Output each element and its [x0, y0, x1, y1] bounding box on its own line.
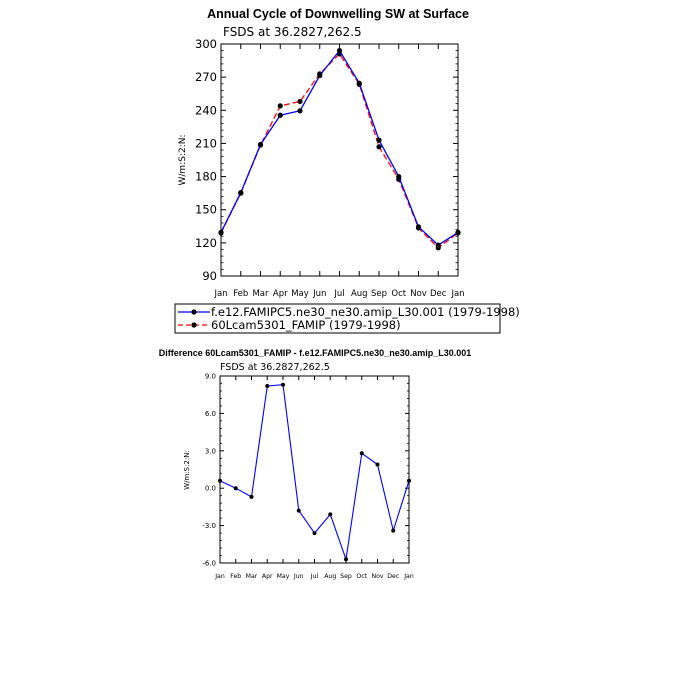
x-tick-label: Dec — [387, 573, 400, 580]
y-tick-label: -6.0 — [202, 559, 216, 567]
x-tick-label: Jan — [214, 573, 225, 580]
x-tick-label: Feb — [233, 289, 248, 299]
plot-marks — [218, 48, 461, 251]
series-1-point — [312, 531, 317, 536]
x-tick-label: Apr — [262, 573, 273, 580]
plot-axes: -6.0 -3.0 0.0 3.0 6.0 9.0 Jan Feb Mar Apr May Jun Ju… — [202, 372, 414, 580]
legend-box — [174, 303, 501, 334]
plot-marks — [218, 382, 411, 562]
x-tick-label: Oct — [391, 289, 406, 299]
series-1-point — [435, 242, 441, 248]
y-tick-label: 0.0 — [205, 485, 216, 493]
x-tick-label: Nov — [410, 289, 427, 299]
series-1-point — [455, 229, 461, 235]
series-1-point — [356, 80, 362, 86]
x-tick-label: Jul — [310, 573, 319, 580]
annual-cycle-chart: Annual Cycle of Downwelling SW at Surfac… — [178, 7, 469, 299]
x-tick-label: Apr — [273, 289, 288, 299]
series-2-point — [376, 144, 382, 150]
x-tick-label: Aug — [324, 573, 336, 580]
y-tick-label: 150 — [195, 203, 217, 217]
series-2-line — [220, 53, 459, 249]
series-1-point — [415, 224, 422, 230]
x-tick-label: Dec — [430, 289, 447, 299]
y-tick-label: 90 — [202, 269, 217, 283]
series-1-point — [218, 478, 222, 483]
series-1-point — [265, 383, 270, 388]
series-1-point — [233, 486, 238, 491]
series-1-point — [336, 48, 343, 54]
x-tick-label: May — [277, 573, 290, 580]
x-tick-label: Nov — [371, 573, 383, 580]
x-tick-label: Mar — [246, 573, 258, 580]
y-tick-label: 240 — [195, 103, 217, 117]
series-1-point — [396, 173, 402, 180]
x-tick-label: May — [291, 289, 309, 299]
y-axis-label: W/m:S:2:N: — [178, 135, 188, 186]
chart-subtitle: FSDS at 36.2827,262.5 — [223, 25, 362, 39]
series-1-point — [281, 382, 285, 387]
legend-marker-series-2 — [191, 322, 197, 328]
series-1-point — [344, 557, 348, 562]
series-1-point — [297, 108, 303, 114]
y-tick-label: 270 — [195, 70, 217, 84]
y-tick-label: 120 — [195, 236, 217, 250]
series-1-point — [375, 462, 380, 467]
y-tick-label: 3.0 — [205, 447, 216, 455]
legend: f.e12.FAMIPC5.ne30_ne30.amip_L30.001 (19… — [174, 303, 520, 334]
series-1-point — [238, 189, 244, 196]
series-1-point — [277, 112, 283, 118]
legend-marker-series-1 — [191, 309, 197, 315]
x-tick-label: Jun — [312, 289, 326, 299]
series-1-point — [249, 494, 254, 499]
series-1-point — [317, 72, 323, 79]
series-1-point — [359, 451, 364, 456]
x-tick-label: Oct — [356, 573, 367, 580]
chart-title: Difference 60Lcam5301_FAMIP - f.e12.FAMI… — [159, 348, 472, 358]
x-tick-label: Jan — [450, 289, 464, 299]
legend-label-series-2: 60Lcam5301_FAMIP (1979-1998) — [211, 318, 401, 332]
series-1-line — [220, 49, 459, 246]
y-tick-label: 9.0 — [205, 372, 216, 380]
plot-frame — [220, 43, 459, 277]
x-tick-label: Jan — [213, 289, 227, 299]
x-tick-label: Feb — [230, 573, 241, 580]
series-2-point — [297, 98, 303, 105]
y-tick-label: -3.0 — [202, 522, 216, 530]
y-axis-label: W/m:S:2:N: — [183, 450, 191, 490]
legend-label-series-1: f.e12.FAMIPC5.ne30_ne30.amip_L30.001 (19… — [211, 305, 520, 319]
series-1-point — [296, 508, 301, 513]
x-tick-label: Sep — [340, 573, 352, 580]
series-1-point — [328, 512, 333, 517]
series-1-point — [391, 528, 396, 533]
y-tick-label: 6.0 — [205, 410, 216, 418]
x-tick-label: Mar — [252, 289, 269, 299]
series-2-point — [277, 103, 283, 109]
x-tick-label: Sep — [371, 289, 387, 299]
chart-title: Annual Cycle of Downwelling SW at Surfac… — [207, 7, 469, 21]
y-tick-label: 300 — [195, 37, 217, 51]
x-tick-label: Jan — [403, 573, 414, 580]
y-tick-label: 210 — [195, 136, 217, 150]
series-1-point — [257, 141, 264, 148]
series-1-point — [407, 478, 411, 483]
difference-chart: Difference 60Lcam5301_FAMIP - f.e12.FAMI… — [159, 348, 472, 580]
chart-subtitle: FSDS at 36.2827,262.5 — [220, 362, 330, 373]
y-tick-label: 180 — [195, 170, 217, 184]
x-tick-label: Jun — [293, 573, 304, 580]
series-1-point — [376, 137, 382, 143]
series-1-point — [218, 229, 224, 235]
x-tick-label: Jul — [333, 289, 344, 299]
x-tick-label: Aug — [351, 289, 368, 299]
